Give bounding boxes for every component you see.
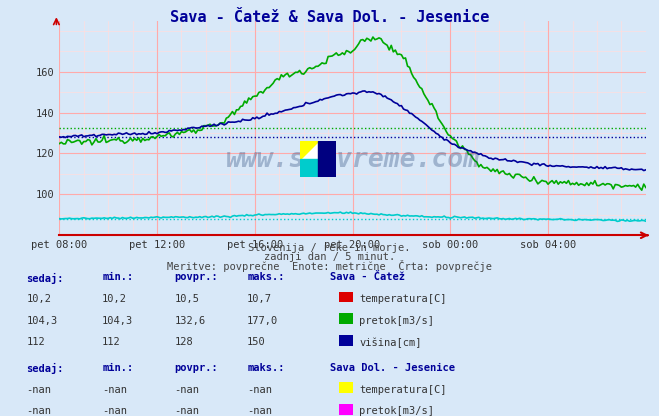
Text: -nan: -nan [247,385,272,395]
Text: 177,0: 177,0 [247,316,278,326]
Text: 10,2: 10,2 [26,294,51,304]
Text: sedaj:: sedaj: [26,363,64,374]
Text: 112: 112 [102,337,121,347]
Text: -nan: -nan [26,385,51,395]
Text: višina[cm]: višina[cm] [359,337,422,348]
Text: -nan: -nan [102,406,127,416]
Text: min.:: min.: [102,363,133,373]
Text: temperatura[C]: temperatura[C] [359,385,447,395]
Text: povpr.:: povpr.: [175,272,218,282]
Text: maks.:: maks.: [247,363,285,373]
Polygon shape [318,141,336,177]
Text: 112: 112 [26,337,45,347]
Text: Sava - Čatež & Sava Dol. - Jesenice: Sava - Čatež & Sava Dol. - Jesenice [170,10,489,25]
Text: 10,5: 10,5 [175,294,200,304]
Text: zadnji dan / 5 minut.: zadnji dan / 5 minut. [264,252,395,262]
Text: min.:: min.: [102,272,133,282]
Text: Sava Dol. - Jesenice: Sava Dol. - Jesenice [330,363,455,373]
Text: 104,3: 104,3 [26,316,57,326]
Text: 132,6: 132,6 [175,316,206,326]
Text: -nan: -nan [26,406,51,416]
Text: -nan: -nan [247,406,272,416]
Text: Meritve: povprečne  Enote: metrične  Črta: povprečje: Meritve: povprečne Enote: metrične Črta:… [167,260,492,272]
Text: -nan: -nan [102,385,127,395]
Text: Sava - Čatež: Sava - Čatež [330,272,405,282]
Text: 10,2: 10,2 [102,294,127,304]
Text: Slovenija / reke in morje.: Slovenija / reke in morje. [248,243,411,253]
Text: www.si-vreme.com: www.si-vreme.com [225,147,480,173]
Text: povpr.:: povpr.: [175,363,218,373]
Text: maks.:: maks.: [247,272,285,282]
Text: 104,3: 104,3 [102,316,133,326]
Text: 150: 150 [247,337,266,347]
Text: sedaj:: sedaj: [26,272,64,284]
Text: pretok[m3/s]: pretok[m3/s] [359,316,434,326]
Text: -nan: -nan [175,406,200,416]
Text: 128: 128 [175,337,193,347]
Text: temperatura[C]: temperatura[C] [359,294,447,304]
Polygon shape [300,141,318,159]
Text: -nan: -nan [175,385,200,395]
Polygon shape [300,159,318,177]
Text: 10,7: 10,7 [247,294,272,304]
Text: pretok[m3/s]: pretok[m3/s] [359,406,434,416]
